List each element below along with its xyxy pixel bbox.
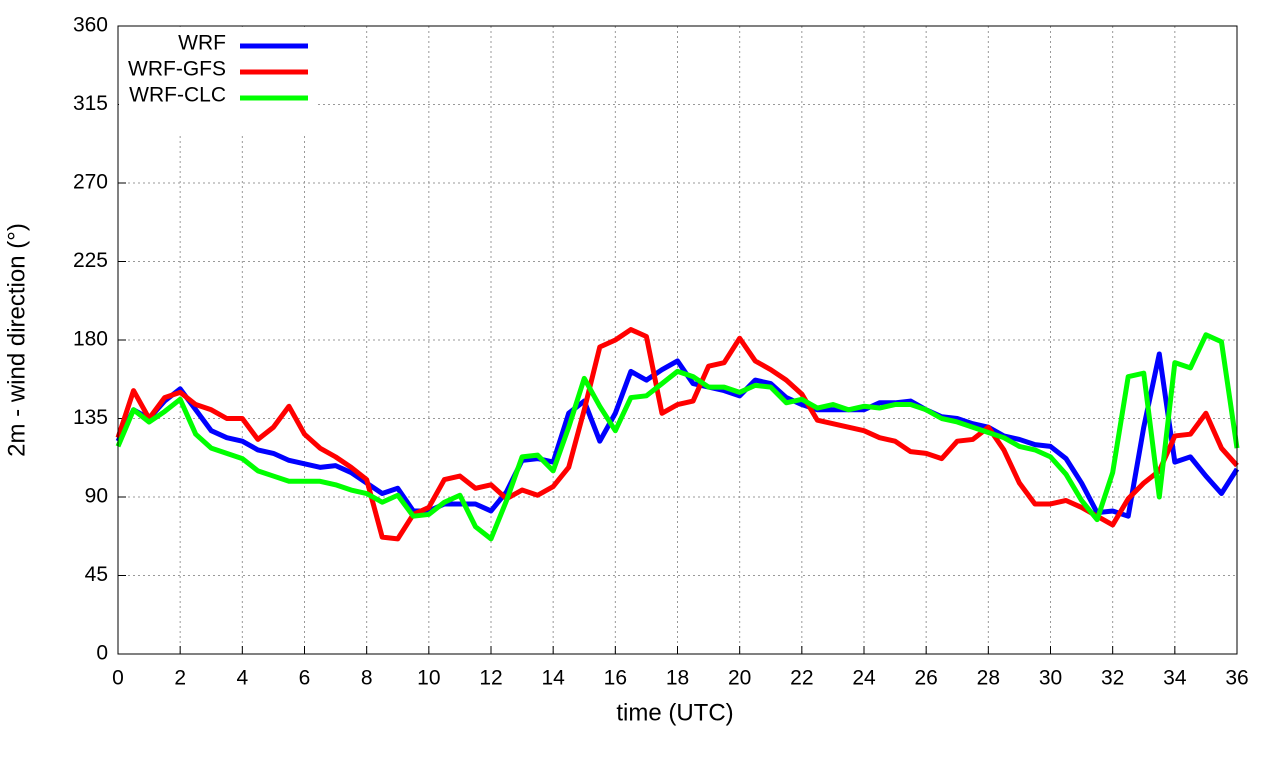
x-tick-label: 34 — [1163, 667, 1187, 690]
y-tick-label: 0 — [96, 642, 108, 665]
data-line — [115, 332, 1240, 542]
y-tick-label: 360 — [73, 14, 108, 37]
x-tick-label: 28 — [977, 667, 1000, 690]
data-line — [115, 351, 1240, 519]
x-tick-label: 18 — [666, 667, 689, 690]
x-tick-label: 0 — [112, 667, 124, 690]
x-axis-title: time (UTC) — [616, 699, 733, 726]
legend-label: WRF-GFS — [128, 58, 226, 81]
x-tick-label: 32 — [1101, 667, 1124, 690]
y-tick-label: 90 — [85, 485, 108, 508]
x-tick-label: 8 — [361, 667, 373, 690]
y-tick-label: 270 — [73, 171, 108, 194]
x-tick-label: 36 — [1225, 667, 1248, 690]
legend-label: WRF — [178, 32, 226, 55]
x-tick-label: 20 — [728, 667, 751, 690]
x-tick-label: 6 — [299, 667, 311, 690]
y-tick-label: 180 — [73, 328, 108, 351]
x-tick-label: 30 — [1039, 667, 1062, 690]
x-tick-label: 16 — [604, 667, 627, 690]
x-tick-label: 2 — [174, 667, 186, 690]
y-tick-label: 135 — [73, 406, 108, 429]
x-tick-label: 10 — [417, 667, 440, 690]
data-line — [115, 327, 1239, 542]
y-tick-label: 315 — [73, 92, 108, 115]
plot-border — [117, 25, 1238, 655]
x-tick-label: 26 — [914, 667, 937, 690]
y-tick-label: 225 — [73, 249, 108, 272]
x-tick-label: 22 — [790, 667, 813, 690]
y-tick-label: 45 — [85, 563, 108, 586]
x-tick-label: 4 — [236, 667, 248, 690]
y-axis-title: 2m - wind direction (°) — [3, 223, 30, 457]
x-tick-label: 14 — [541, 667, 565, 690]
x-tick-label: 12 — [479, 667, 502, 690]
legend-label: WRF-CLC — [129, 84, 226, 107]
x-tick-label: 24 — [852, 667, 876, 690]
